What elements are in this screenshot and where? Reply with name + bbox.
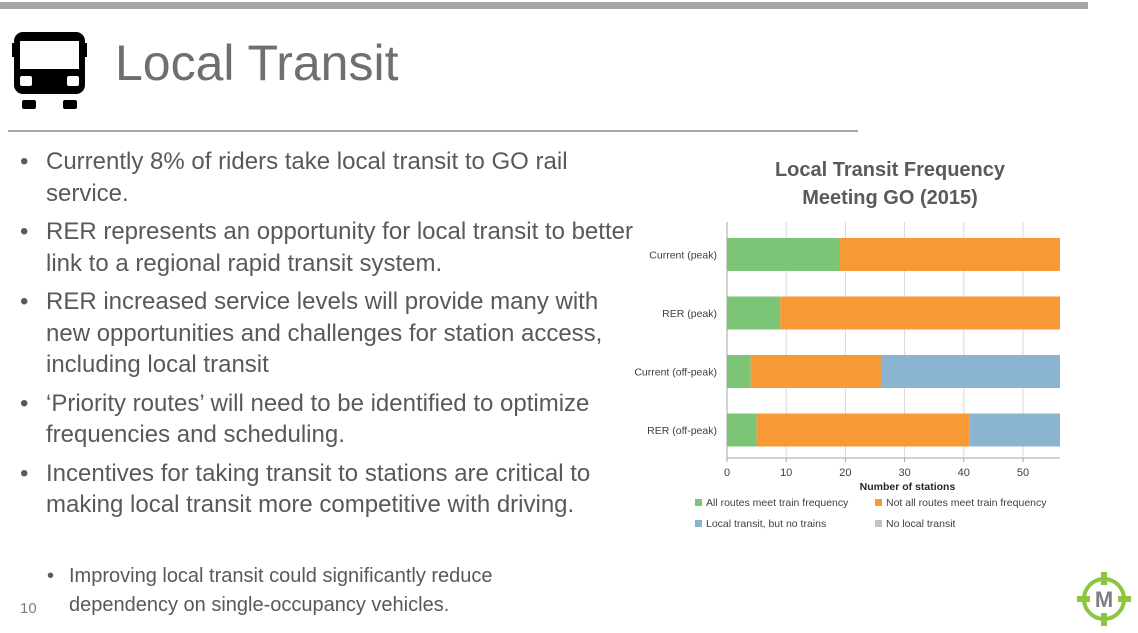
bullet-marker: • (20, 288, 29, 315)
bullet-item: • ‘Priority routes’ will need to be ident… (20, 388, 635, 451)
x-tick-label: 50 (1017, 467, 1029, 479)
category-label: RER (off-peak) (647, 425, 717, 437)
x-tick-label: 20 (839, 467, 851, 479)
sub-bullet-marker: • (47, 565, 55, 587)
company-logo: M (1077, 572, 1131, 626)
category-label: Current (peak) (649, 250, 717, 262)
x-axis-title: Number of stations (860, 481, 956, 493)
bar-segment (750, 355, 881, 388)
x-tick-label: 0 (724, 467, 730, 479)
x-tick-label: 10 (780, 467, 792, 479)
title-divider (8, 130, 858, 132)
bar-segment (880, 355, 1060, 388)
x-tick-label: 30 (898, 467, 910, 479)
bullet-marker: • (20, 389, 29, 417)
legend-label: Local transit, but no trains (706, 518, 826, 530)
legend-swatch (875, 499, 882, 506)
x-tick-label: 40 (958, 467, 970, 479)
bar-segment (756, 413, 970, 447)
bullet-marker: • (20, 459, 29, 487)
top-border-bar (0, 2, 1088, 9)
bar-segment (780, 296, 1060, 330)
legend-swatch (695, 520, 702, 527)
legend-label: Not all routes meet train frequency (886, 497, 1047, 509)
bullet-list: • Currently 8% of riders take local trans… (20, 146, 635, 528)
legend-label: No local transit (886, 518, 956, 530)
bullet-item: • Incentives for taking transit to statio… (20, 458, 635, 521)
sub-bullet-item: • Improving local transit could signific… (47, 562, 607, 619)
bullet-item: • Currently 8% of riders take local trans… (20, 146, 635, 209)
bar-segment (727, 355, 751, 388)
legend-swatch (875, 520, 882, 527)
category-label: Current (off-peak) (634, 367, 717, 379)
chart-title: Local Transit Frequency Meeting GO (2015… (774, 159, 1006, 209)
bullet-item: • RER represents an opportunity for local… (20, 216, 635, 279)
bar-segment (727, 296, 781, 330)
bar-segment (727, 238, 840, 271)
legend-swatch (695, 499, 702, 506)
bullet-text: RER increased service levels will provid… (46, 288, 603, 378)
bullet-marker: • (20, 218, 29, 245)
logo-letter: M (1095, 587, 1113, 612)
bullet-text: Incentives for taking transit to station… (46, 459, 591, 519)
bullet-marker: • (20, 148, 29, 175)
category-label: RER (peak) (662, 308, 717, 320)
bullet-text: Currently 8% of riders take local transi… (46, 148, 568, 207)
slide-title: Local Transit (115, 35, 399, 91)
sub-bullet-text: Improving local transit could significan… (69, 565, 493, 616)
bullet-text: ‘Priority routes’ will need to be identi… (46, 389, 590, 449)
bar-segment (969, 413, 1060, 447)
legend-label: All routes meet train frequency (706, 497, 849, 509)
page-number: 10 (20, 600, 37, 617)
bullet-item: • RER increased service levels will provi… (20, 286, 635, 381)
bus-icon (12, 32, 87, 109)
bar-segment (839, 238, 1060, 271)
bar-segment (727, 413, 757, 447)
stacked-bar-chart: Current (peak) RER (peak) Current (off-pea… (634, 222, 1060, 530)
bullet-text: RER represents an opportunity for local … (46, 218, 633, 277)
